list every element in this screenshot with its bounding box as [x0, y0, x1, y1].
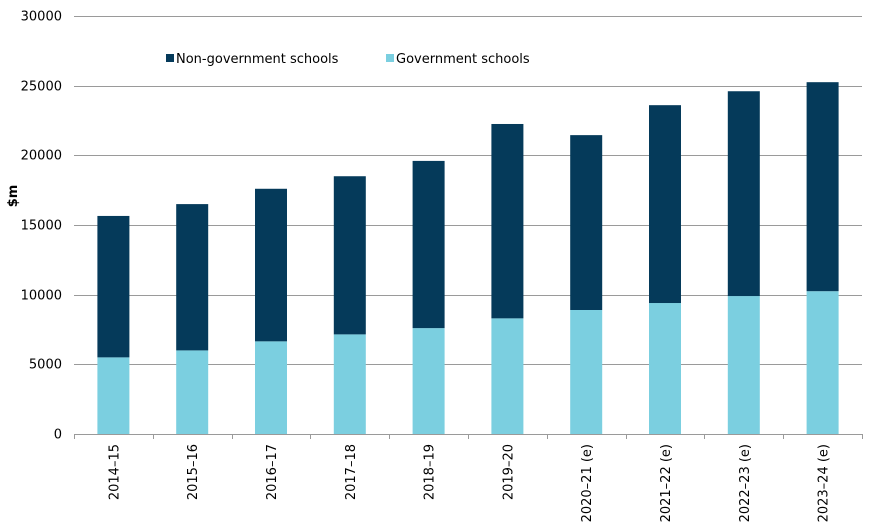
- x-tick-label: 2020–21 (e): [580, 444, 595, 522]
- non-government-legend-label: Non-government schools: [176, 52, 339, 67]
- x-tick-label: 2017–18: [344, 444, 359, 500]
- government-legend-swatch: [386, 54, 394, 62]
- y-tick-label: 25000: [21, 80, 62, 95]
- y-tick-label: 10000: [21, 289, 62, 304]
- non-government-bar-6: [491, 123, 524, 319]
- non-government-bar-2: [176, 204, 209, 351]
- government-bar-7: [570, 309, 603, 434]
- x-tick-label: 2016–17: [265, 444, 280, 500]
- government-bar-2: [176, 350, 209, 434]
- government-bar-5: [412, 328, 445, 434]
- y-tick-label: 30000: [21, 10, 62, 25]
- x-tick-label: 2021–22 (e): [659, 444, 674, 522]
- y-tick-label: 0: [54, 428, 62, 443]
- government-legend-label: Government schools: [396, 52, 530, 67]
- x-tick-label: 2015–16: [186, 444, 201, 500]
- non-government-bar-7: [570, 135, 603, 310]
- government-bar-6: [491, 318, 524, 434]
- non-government-bar-5: [412, 160, 445, 329]
- x-tick-label: 2019–20: [501, 444, 516, 500]
- non-government-bar-1: [97, 215, 130, 358]
- non-government-bar-4: [333, 176, 366, 335]
- y-tick-label: 20000: [21, 149, 62, 164]
- government-bar-3: [255, 341, 287, 434]
- non-government-bar-3: [255, 188, 287, 342]
- non-government-legend-swatch: [166, 54, 174, 62]
- y-tick-label: 5000: [29, 358, 62, 373]
- government-bar-10: [806, 291, 839, 434]
- government-bar-1: [97, 357, 130, 434]
- government-bar-8: [649, 303, 681, 434]
- x-tick-label: 2014–15: [107, 444, 122, 500]
- axes: 0 5000 10000 15000 20000 25000 30000 2014–15 201…: [21, 10, 863, 522]
- government-bar-4: [333, 334, 366, 434]
- y-tick-label: 15000: [21, 219, 62, 234]
- bars: [97, 82, 839, 434]
- non-government-bar-9: [727, 91, 760, 297]
- legend: Non-government schools Government schools: [166, 52, 530, 67]
- non-government-bar-10: [806, 82, 839, 292]
- y-axis-label: $m: [6, 185, 21, 208]
- x-tick-label: 2018–19: [423, 444, 438, 500]
- government-bar-9: [727, 296, 760, 434]
- x-tick-label: 2022–23 (e): [738, 444, 753, 522]
- x-tick-label: 2023–24 (e): [817, 444, 832, 522]
- non-government-bar-8: [649, 105, 681, 304]
